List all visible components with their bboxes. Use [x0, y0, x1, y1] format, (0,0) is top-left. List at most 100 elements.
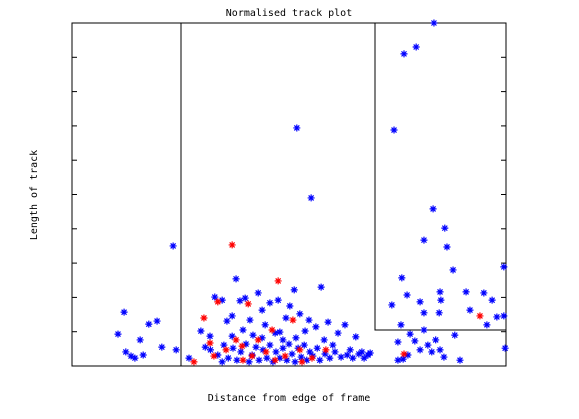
scatter-point — [271, 356, 279, 364]
scatter-point — [436, 288, 444, 296]
scatter-point — [420, 236, 428, 244]
scatter-point — [296, 346, 304, 354]
scatter-point — [301, 327, 309, 335]
scatter-point — [258, 306, 266, 314]
scatter-point — [443, 243, 451, 251]
scatter-point — [424, 341, 432, 349]
scatter-point — [228, 312, 236, 320]
scatter-point — [169, 242, 177, 250]
scatter-point — [244, 300, 252, 308]
scatter-point — [206, 339, 214, 347]
scatter-point — [320, 336, 328, 344]
scatter-point — [337, 353, 345, 361]
scatter-point — [308, 354, 316, 362]
scatter-point — [329, 341, 337, 349]
scatter-point — [139, 351, 147, 359]
scatter-point — [403, 291, 411, 299]
scatter-point — [331, 348, 339, 356]
scatter-point — [400, 350, 408, 358]
scatter-point — [303, 356, 311, 364]
scatter-point — [271, 329, 279, 337]
scatter-point — [185, 354, 193, 362]
scatter-point — [397, 321, 405, 329]
scatter-point — [258, 334, 266, 342]
scatter-point — [390, 126, 398, 134]
scatter-point — [428, 348, 436, 356]
scatter-point — [346, 346, 354, 354]
scatter-point — [406, 330, 414, 338]
scatter-point — [292, 334, 300, 342]
scatter-point — [233, 356, 241, 364]
scatter-point — [298, 358, 306, 366]
scatter-point — [279, 336, 287, 344]
scatter-point — [228, 241, 236, 249]
scatter-point — [285, 340, 293, 348]
scatter-point — [223, 317, 231, 325]
region-boundary — [374, 23, 506, 331]
scatter-point — [145, 320, 153, 328]
scatter-point — [441, 224, 449, 232]
scatter-point — [214, 351, 222, 359]
scatter-point — [218, 358, 226, 366]
scatter-point — [206, 332, 214, 340]
scatter-point — [305, 316, 313, 324]
scatter-point — [451, 331, 459, 339]
scatter-point — [276, 328, 284, 336]
scatter-point — [341, 321, 349, 329]
scatter-point — [317, 283, 325, 291]
scatter-point — [228, 332, 236, 340]
scatter-point — [352, 333, 360, 341]
scatter-point — [274, 277, 282, 285]
scatter-point — [197, 327, 205, 335]
scatter-point — [456, 356, 464, 364]
scatter-point — [246, 316, 254, 324]
scatter-point — [206, 346, 214, 354]
scatter-point — [210, 352, 218, 360]
scatter-point — [322, 346, 330, 354]
scatter-point — [254, 336, 262, 344]
scatter-point — [432, 336, 440, 344]
scatter-point — [420, 309, 428, 317]
y-axis-label: Length of track — [29, 150, 40, 240]
scatter-point — [476, 312, 484, 320]
scatter-point — [440, 353, 448, 361]
scatter-point — [255, 356, 263, 364]
scatter-point — [283, 356, 291, 364]
scatter-point — [355, 350, 363, 358]
scatter-point — [430, 19, 438, 27]
scatter-point — [297, 353, 305, 361]
chart-title: Normalised track plot — [226, 8, 352, 19]
scatter-point — [201, 343, 209, 351]
scatter-point — [200, 314, 208, 322]
scatter-point — [114, 330, 122, 338]
scatter-point — [232, 275, 240, 283]
scatter-point — [388, 301, 396, 309]
scatter-point — [263, 354, 271, 362]
scatter-point — [136, 336, 144, 344]
scatter-point — [334, 329, 342, 337]
scatter-point — [259, 346, 267, 354]
scatter-point — [466, 306, 474, 314]
scatter-point — [245, 358, 253, 366]
scatter-point — [274, 296, 282, 304]
scatter-point — [429, 205, 437, 213]
scatter-point — [501, 344, 509, 352]
scatter-point — [500, 312, 508, 320]
scatter-point — [153, 317, 161, 325]
scatter-point — [131, 354, 139, 362]
scatter-point — [236, 297, 244, 305]
scatter-point — [222, 346, 230, 354]
scatter-point — [254, 289, 262, 297]
scatter-point — [411, 337, 419, 345]
scatter-point — [300, 341, 308, 349]
scatter-point — [309, 352, 317, 360]
scatter-point — [306, 348, 314, 356]
scatter-point — [122, 348, 130, 356]
scatter-point — [237, 348, 245, 356]
scatter-point — [480, 289, 488, 297]
scatter-point — [366, 349, 374, 357]
scatter-point — [224, 354, 232, 362]
scatter-point — [266, 299, 274, 307]
scatter-point — [282, 314, 290, 322]
